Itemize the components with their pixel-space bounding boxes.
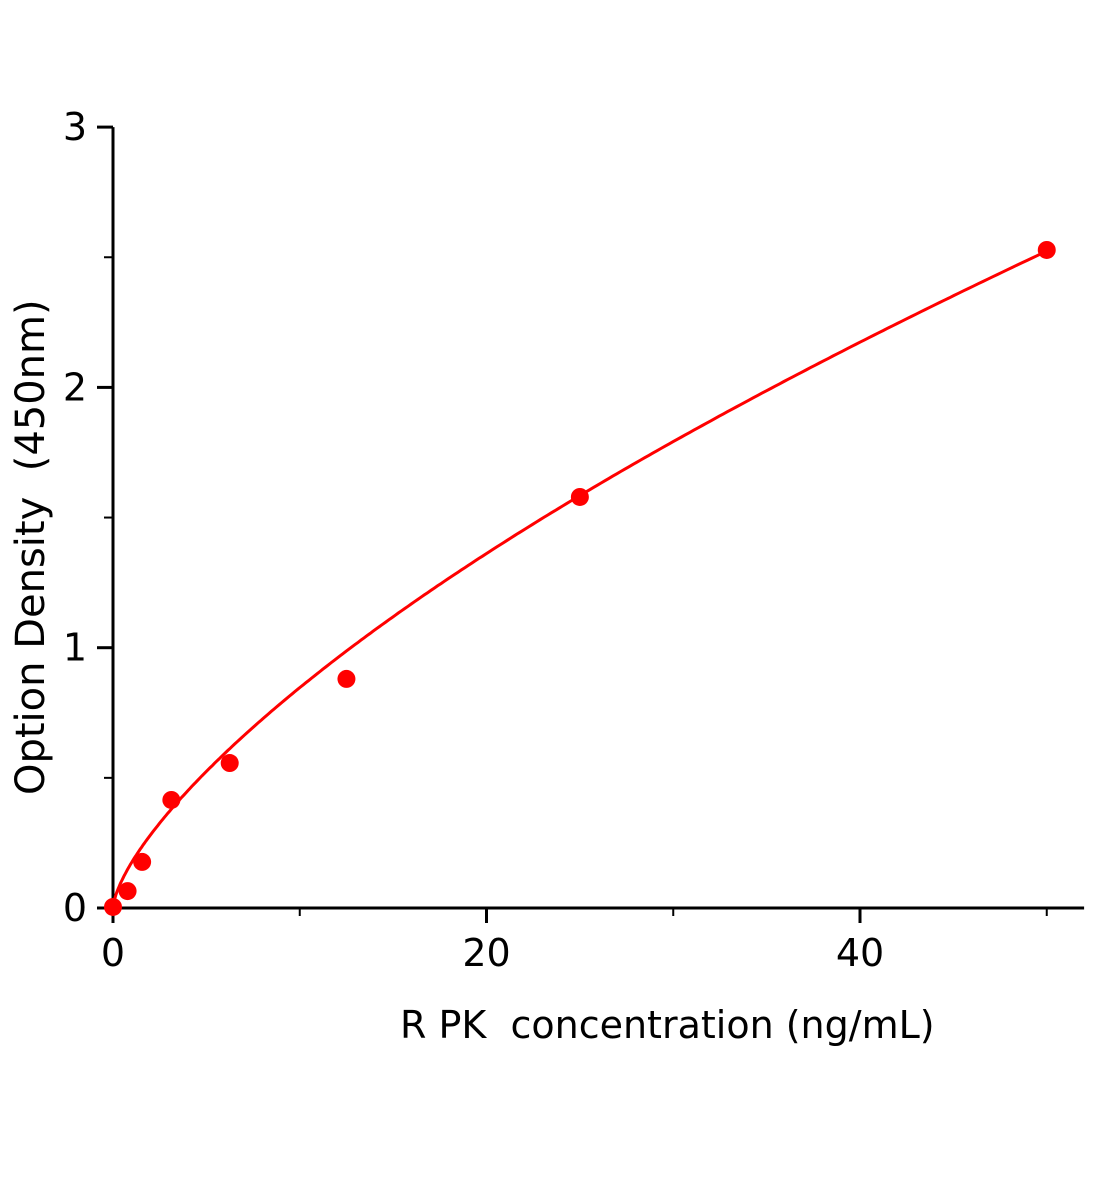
data-point xyxy=(133,852,152,871)
y-tick-label: 1 xyxy=(63,626,87,670)
data-point xyxy=(118,882,137,901)
x-tick-label: 0 xyxy=(101,931,125,975)
y-axis-label: Option Density (450nm) xyxy=(8,299,54,795)
fit-curve xyxy=(111,249,1048,909)
data-point xyxy=(104,897,122,916)
data-point xyxy=(570,487,589,506)
x-tick-label: 20 xyxy=(462,931,510,975)
data-point xyxy=(1037,240,1056,259)
y-tick-label: 0 xyxy=(63,886,87,930)
data-point xyxy=(337,669,356,688)
axes xyxy=(111,127,1085,910)
data-points xyxy=(104,240,1056,916)
y-tick-label: 2 xyxy=(63,365,87,409)
ticks: 0 20 40 0 1 2 3 xyxy=(63,105,1048,975)
data-point xyxy=(220,754,239,773)
x-axis-label: R PK concentration (ng/mL) xyxy=(400,1003,935,1047)
y-tick-label: 3 xyxy=(63,105,87,149)
x-tick-label: 40 xyxy=(836,931,884,975)
data-point xyxy=(162,790,181,809)
